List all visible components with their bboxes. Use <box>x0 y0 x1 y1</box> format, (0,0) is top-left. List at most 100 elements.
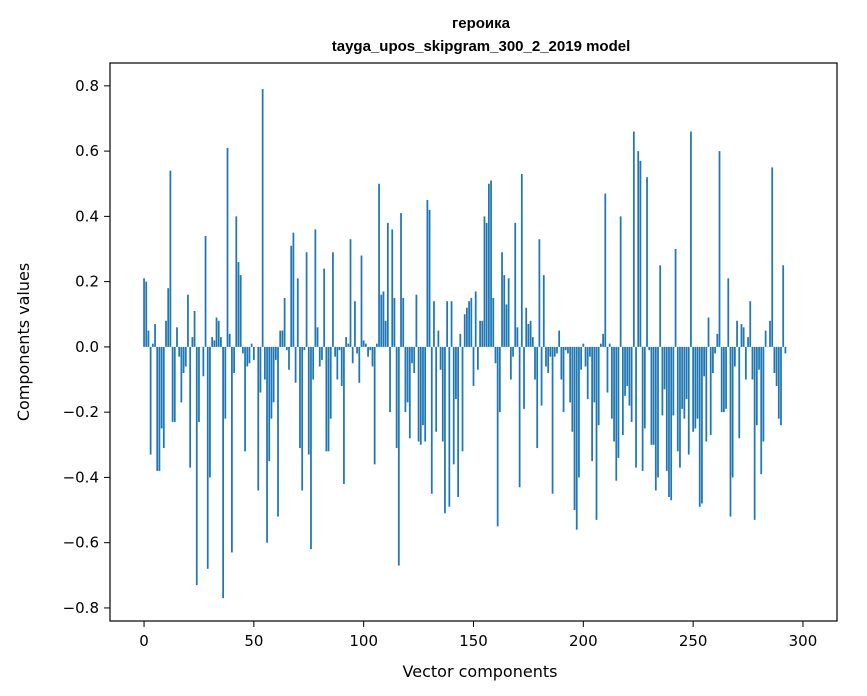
bar <box>206 346 209 569</box>
bar <box>378 183 380 347</box>
bar <box>505 304 508 347</box>
bar <box>771 167 774 347</box>
bar <box>318 346 321 367</box>
bar <box>731 346 734 478</box>
bar <box>446 301 449 347</box>
bar <box>681 346 684 409</box>
bar <box>270 346 273 419</box>
bar <box>716 333 719 347</box>
bar <box>444 346 446 514</box>
bar <box>657 346 659 478</box>
bar <box>272 346 275 403</box>
bar <box>613 346 615 442</box>
bar <box>589 346 591 357</box>
bar <box>683 346 686 419</box>
bar <box>162 346 165 449</box>
bar <box>698 346 701 507</box>
bar <box>248 346 251 364</box>
bar <box>692 346 695 432</box>
bar <box>542 275 545 347</box>
bar <box>435 346 438 432</box>
bar <box>514 222 517 347</box>
bar <box>733 346 736 367</box>
bar <box>650 346 653 445</box>
bar <box>195 346 198 586</box>
y-tick-label: −0.8 <box>63 599 99 617</box>
bar <box>303 346 306 351</box>
bar <box>422 346 424 426</box>
bar <box>628 346 631 406</box>
bar <box>213 340 216 347</box>
bar <box>367 346 369 357</box>
bar <box>204 235 207 347</box>
bar <box>178 346 181 357</box>
bar <box>393 297 396 347</box>
bar <box>479 320 481 347</box>
bar <box>417 346 420 442</box>
bar <box>527 324 530 347</box>
bar <box>540 346 543 406</box>
bar <box>294 346 297 383</box>
bar <box>637 151 640 347</box>
bar <box>373 346 376 465</box>
bar <box>488 183 490 347</box>
bar <box>659 265 662 347</box>
bar <box>474 291 477 347</box>
bar <box>551 346 554 494</box>
bar <box>290 245 293 347</box>
bar <box>176 327 178 347</box>
bar <box>564 346 567 351</box>
bar <box>459 333 462 347</box>
bar <box>782 265 785 347</box>
bar <box>606 346 609 393</box>
bar <box>668 346 670 497</box>
bar <box>703 346 705 377</box>
bar <box>639 160 642 347</box>
bar <box>391 229 394 347</box>
bar <box>679 346 681 468</box>
bar <box>558 330 561 347</box>
bar <box>725 346 727 409</box>
bar <box>676 346 679 452</box>
bar <box>151 343 154 347</box>
y-tick-label: 0.4 <box>75 207 99 225</box>
bar <box>338 346 341 351</box>
bar <box>569 346 572 403</box>
bar <box>705 346 708 442</box>
bar <box>250 343 253 347</box>
bar <box>712 346 714 373</box>
bar <box>228 333 231 347</box>
bar <box>424 346 427 442</box>
bar <box>729 346 732 517</box>
bar <box>709 346 712 435</box>
bar <box>268 346 271 462</box>
bar <box>198 346 200 422</box>
bar <box>274 346 277 360</box>
bar <box>494 346 497 364</box>
bar <box>760 346 763 475</box>
bar <box>536 346 539 449</box>
bar <box>632 131 635 347</box>
bar <box>723 346 725 413</box>
bar <box>470 297 473 347</box>
bar <box>578 346 580 478</box>
bar <box>182 346 185 373</box>
bar <box>608 343 611 347</box>
bar <box>187 294 189 347</box>
bar <box>312 346 315 380</box>
bar <box>744 346 747 380</box>
bar <box>336 346 339 380</box>
bar <box>641 346 644 471</box>
bar <box>507 278 510 347</box>
bar <box>239 275 242 347</box>
bar <box>288 346 290 370</box>
y-tick-label: 0.6 <box>75 142 99 160</box>
bar <box>509 346 512 380</box>
bar <box>562 346 565 413</box>
bar <box>472 346 475 387</box>
x-tick-label: 300 <box>789 632 818 650</box>
bar <box>321 346 323 360</box>
bar <box>501 252 503 347</box>
bar <box>413 346 416 373</box>
